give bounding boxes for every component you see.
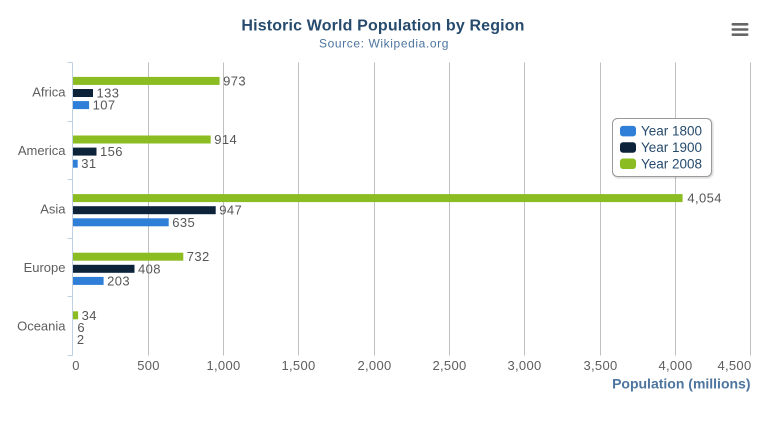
svg-text:Africa: Africa bbox=[32, 84, 66, 99]
svg-text:4,000: 4,000 bbox=[658, 358, 692, 373]
svg-text:732: 732 bbox=[187, 249, 210, 264]
svg-text:America: America bbox=[18, 143, 66, 158]
svg-text:Year 1900: Year 1900 bbox=[641, 140, 702, 155]
svg-text:635: 635 bbox=[172, 215, 195, 230]
svg-text:34: 34 bbox=[82, 308, 97, 323]
svg-text:31: 31 bbox=[81, 156, 96, 171]
svg-text:Oceania: Oceania bbox=[17, 319, 66, 334]
svg-text:973: 973 bbox=[223, 73, 246, 88]
svg-text:500: 500 bbox=[137, 358, 160, 373]
svg-text:2: 2 bbox=[77, 332, 85, 347]
svg-text:Population (millions): Population (millions) bbox=[612, 376, 750, 392]
svg-text:Europe: Europe bbox=[24, 260, 66, 275]
svg-text:3,000: 3,000 bbox=[507, 358, 541, 373]
svg-text:Historic World Population by R: Historic World Population by Region bbox=[241, 18, 524, 35]
svg-text:914: 914 bbox=[214, 132, 237, 147]
svg-text:1,500: 1,500 bbox=[281, 358, 315, 373]
svg-text:Asia: Asia bbox=[40, 202, 66, 217]
svg-text:107: 107 bbox=[93, 98, 116, 113]
svg-text:4,054: 4,054 bbox=[687, 191, 722, 206]
svg-text:4,500: 4,500 bbox=[717, 358, 751, 373]
svg-text:408: 408 bbox=[138, 261, 161, 276]
svg-text:Source: Wikipedia.org: Source: Wikipedia.org bbox=[319, 36, 449, 50]
svg-text:156: 156 bbox=[100, 144, 123, 159]
svg-text:6: 6 bbox=[77, 320, 85, 335]
svg-text:133: 133 bbox=[97, 86, 120, 101]
svg-text:2,000: 2,000 bbox=[357, 358, 391, 373]
svg-text:0: 0 bbox=[72, 358, 80, 373]
svg-text:947: 947 bbox=[219, 203, 242, 218]
svg-text:3,500: 3,500 bbox=[583, 358, 617, 373]
svg-text:203: 203 bbox=[107, 273, 130, 288]
svg-text:Year 1800: Year 1800 bbox=[641, 124, 702, 139]
svg-text:1,000: 1,000 bbox=[206, 358, 240, 373]
svg-text:Year 2008: Year 2008 bbox=[641, 156, 702, 171]
svg-text:2,500: 2,500 bbox=[432, 358, 466, 373]
